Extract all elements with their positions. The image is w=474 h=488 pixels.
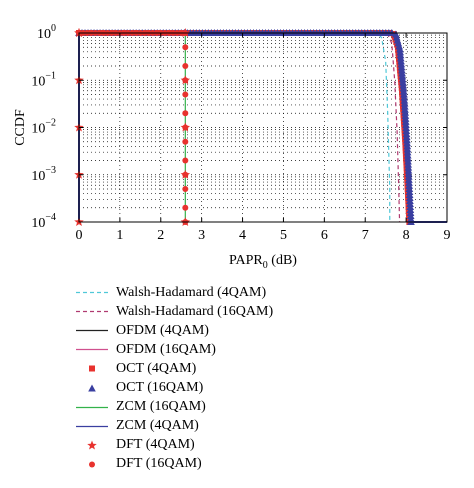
ccdf-chart: 0 1 2 3 4 5 6 7 8 9 100 10−1 10−2 10−3 10−4 PAPR0 (dB…: [13, 23, 451, 271]
legend-label: OCT (4QAM): [116, 360, 197, 376]
x-tick-label: 3: [198, 228, 205, 243]
y-tick-label: 10−2: [31, 118, 56, 137]
grid: [79, 33, 447, 222]
legend-item: OCT (16QAM): [74, 378, 314, 397]
series-line: [79, 32, 401, 223]
legend-marker: [87, 440, 97, 450]
legend-item: Walsh-Hadamard (4QAM): [74, 283, 314, 302]
x-tick-label: 4: [239, 228, 246, 243]
x-tick-label: 9: [444, 228, 451, 243]
data-point: [182, 171, 189, 178]
legend-item: DFT (4QAM): [74, 436, 314, 455]
legend-symbol: [76, 291, 108, 294]
data-point: [182, 124, 189, 131]
series-line: [79, 32, 412, 223]
series-line: [79, 32, 186, 222]
legend-symbol: [89, 461, 95, 468]
legend-symbol: [76, 425, 108, 427]
legend-symbol: [87, 440, 97, 450]
legend-label: OFDM (4QAM): [116, 322, 209, 338]
x-tick-label: 8: [403, 228, 410, 243]
x-axis-ticks: 0 1 2 3 4 5 6 7 8 9: [76, 33, 451, 243]
legend: Walsh-Hadamard (4QAM) Walsh-Hadamard (16Q…: [74, 283, 314, 474]
data-point: [182, 91, 189, 98]
y-axis-label: CCDF: [13, 109, 28, 146]
legend-item: OFDM (16QAM): [74, 340, 314, 359]
x-axis-label: PAPR0 (dB): [229, 253, 297, 271]
data-point: [182, 185, 189, 192]
x-tick-label: 1: [116, 228, 123, 243]
legend-label: OFDM (16QAM): [116, 341, 216, 357]
y-axis-ticks: 100 10−1 10−2 10−3 10−4: [31, 23, 447, 231]
data-point: [182, 44, 189, 51]
x-tick-label: 7: [362, 228, 369, 243]
y-tick-label: 10−4: [31, 212, 56, 231]
legend-symbol: [76, 310, 108, 313]
legend-item: DFT (16QAM): [74, 455, 314, 474]
legend-label: OCT (16QAM): [116, 380, 204, 396]
x-tick-label: 6: [321, 228, 328, 243]
x-tick-label: 2: [157, 228, 164, 243]
legend-item: ZCM (4QAM): [74, 417, 314, 436]
data-point: [182, 77, 189, 84]
data-point: [182, 63, 189, 70]
data-point: [182, 157, 189, 164]
series-zcm-16qam: [79, 32, 186, 222]
y-tick-label: 10−1: [31, 70, 56, 89]
data-point: [182, 204, 189, 211]
legend-label: Walsh-Hadamard (4QAM): [116, 284, 267, 300]
legend-label: DFT (16QAM): [116, 456, 202, 472]
legend-symbol: [89, 365, 95, 372]
legend-label: ZCM (4QAM): [116, 418, 199, 434]
legend-symbol: [76, 406, 108, 408]
y-tick-label: 10−3: [31, 165, 56, 184]
legend-symbol: [88, 384, 96, 392]
series-walsh-hadamard-16qam: [79, 32, 401, 223]
x-tick-label: 5: [280, 228, 287, 243]
legend-label: ZCM (16QAM): [116, 399, 206, 415]
legend-label: Walsh-Hadamard (16QAM): [116, 303, 274, 319]
legend-item: Walsh-Hadamard (16QAM): [74, 302, 314, 321]
y-tick-label: 100: [37, 23, 56, 42]
data-point: [182, 138, 189, 145]
legend-item: OCT (4QAM): [74, 359, 314, 378]
legend-symbol: [76, 330, 108, 332]
legend-marker: [89, 461, 95, 468]
legend-label: DFT (4QAM): [116, 437, 195, 453]
legend-item: OFDM (4QAM): [74, 321, 314, 340]
series-oct-4qam: [76, 30, 413, 225]
series-ofdm-16qam: [79, 32, 412, 223]
legend-symbol: [76, 349, 108, 351]
x-tick-label: 0: [76, 228, 83, 243]
legend-marker: [89, 365, 95, 372]
legend-marker: [88, 384, 96, 392]
series-oct-16qam: [75, 29, 415, 225]
legend-item: ZCM (16QAM): [74, 398, 314, 417]
data-point: [182, 110, 189, 117]
